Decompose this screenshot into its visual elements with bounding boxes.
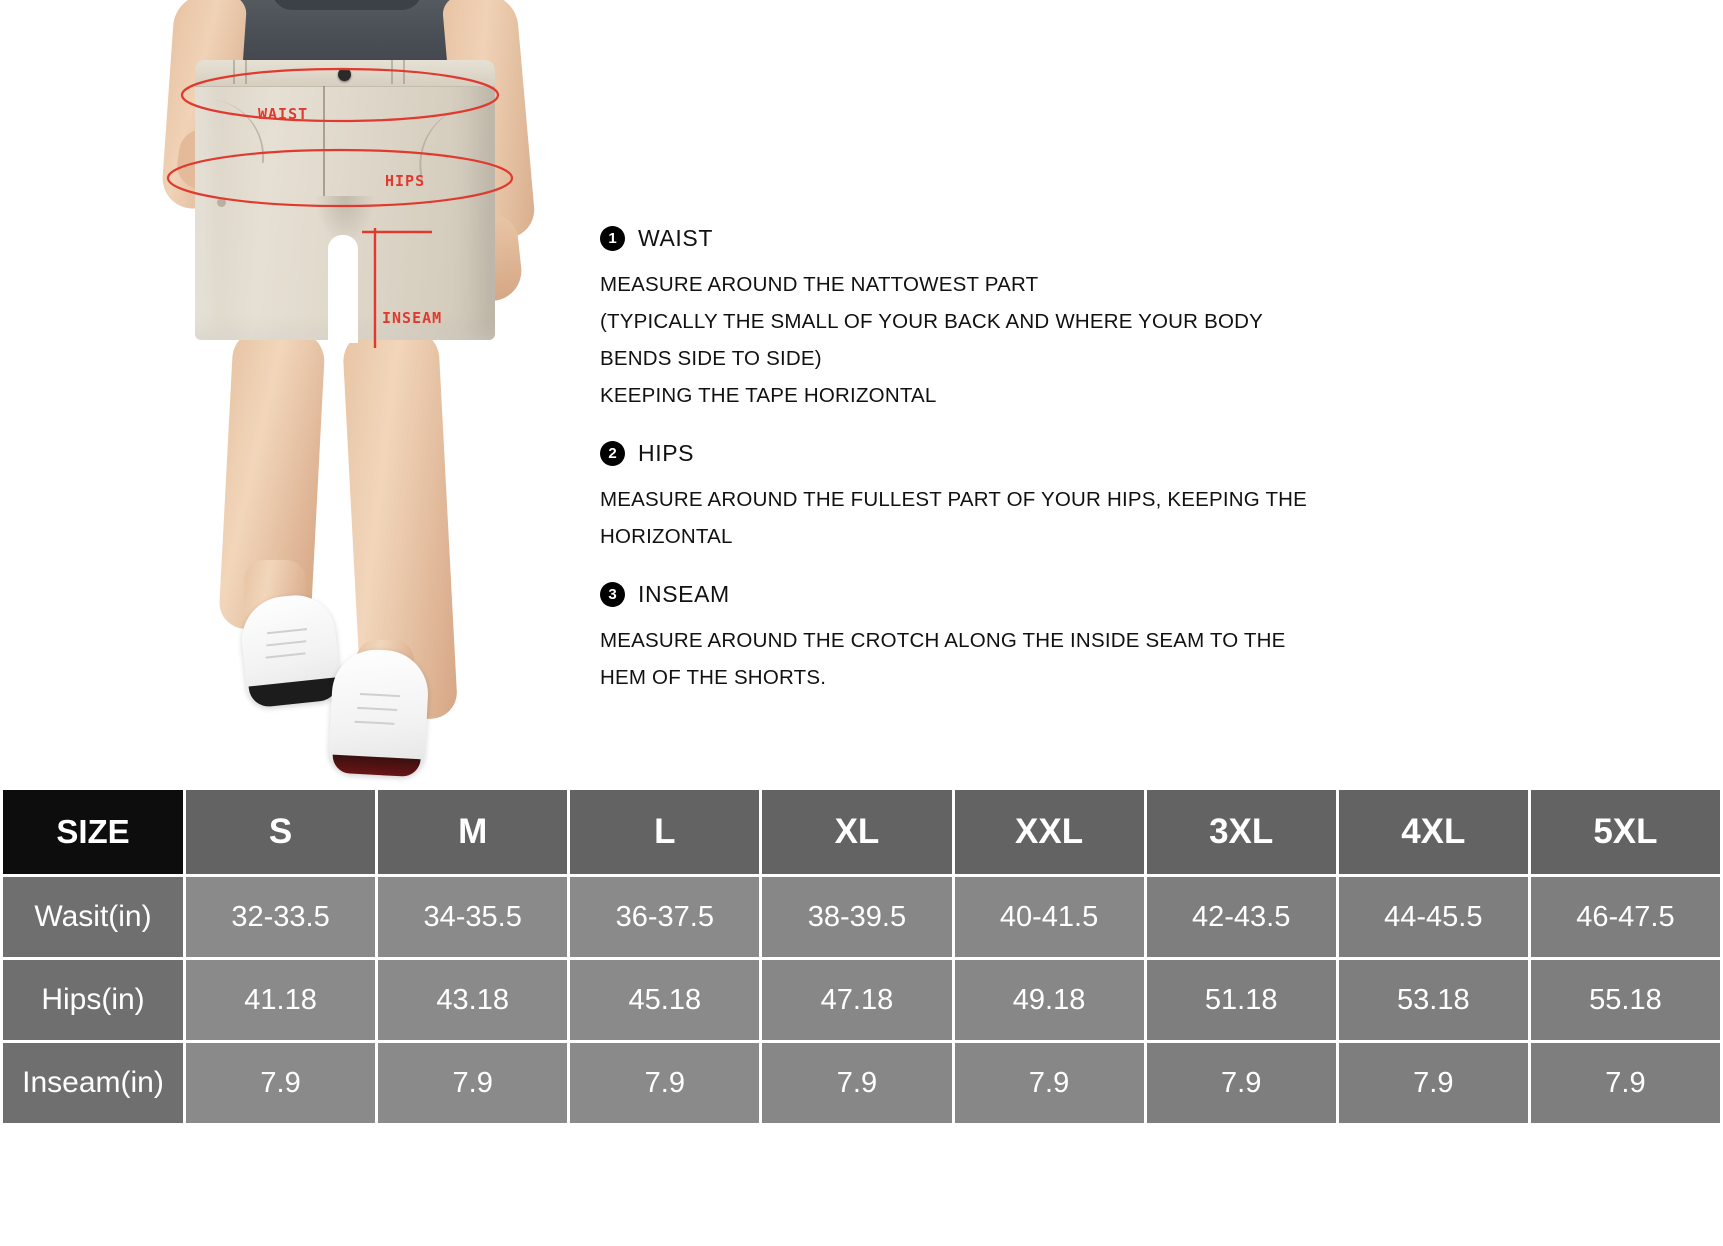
row-label-hips: Hips(in) — [0, 957, 186, 1043]
inseam-photo-label: INSEAM — [382, 309, 443, 327]
instruction-line: BENDS SIDE TO SIDE) — [600, 347, 822, 370]
cell-hips-xl: 47.18 — [759, 957, 955, 1043]
cell-waist-3xl: 42-43.5 — [1143, 874, 1339, 960]
instruction-line: KEEPING THE TAPE HORIZONTAL — [600, 384, 937, 407]
header-size-s: S — [182, 787, 379, 877]
instruction-line: MEASURE AROUND THE CROTCH ALONG THE INSI… — [600, 629, 1286, 652]
cell-waist-m: 34-35.5 — [375, 874, 571, 960]
cell-waist-xl: 38-39.5 — [759, 874, 955, 960]
cell-inseam-3xl: 7.9 — [1143, 1040, 1339, 1126]
cell-waist-l: 36-37.5 — [567, 874, 763, 960]
cell-inseam-l: 7.9 — [567, 1040, 763, 1126]
cell-inseam-s: 7.9 — [182, 1040, 379, 1126]
instruction-line: HORIZONTAL — [600, 525, 733, 548]
cell-waist-xxl: 40-41.5 — [951, 874, 1147, 960]
product-photo: WAIST HIPS INSEAM — [0, 0, 600, 800]
measurement-instructions: 1 WAIST MEASURE AROUND THE NATTOWEST PAR… — [600, 225, 1610, 722]
waist-photo-label: WAIST — [258, 105, 309, 123]
cell-hips-m: 43.18 — [375, 957, 571, 1043]
step-number-badge: 1 — [600, 226, 625, 251]
shorts-side-snap — [217, 198, 226, 207]
cell-hips-5xl: 55.18 — [1527, 957, 1723, 1043]
cell-waist-5xl: 46-47.5 — [1527, 874, 1723, 960]
cell-inseam-m: 7.9 — [375, 1040, 571, 1126]
shorts-fly-seam — [323, 86, 325, 196]
cell-hips-l: 45.18 — [567, 957, 763, 1043]
header-size-xxl: XXL — [951, 787, 1147, 877]
instruction-heading: 2 HIPS — [600, 440, 1610, 467]
instruction-block-inseam: 3 INSEAM MEASURE AROUND THE CROTCH ALONG… — [600, 581, 1610, 696]
header-size-m: M — [375, 787, 571, 877]
instruction-title: HIPS — [638, 440, 695, 466]
cell-hips-xxl: 49.18 — [951, 957, 1147, 1043]
header-size-label: SIZE — [0, 787, 186, 877]
step-number-badge: 3 — [600, 582, 625, 607]
cell-inseam-xxl: 7.9 — [951, 1040, 1147, 1126]
hips-photo-label: HIPS — [385, 172, 426, 190]
size-chart-table: SIZE S M L XL XXL 3XL 4XL 5XL Wasit(in) … — [0, 787, 1723, 1126]
belt-loop — [391, 60, 405, 84]
header-size-4xl: 4XL — [1335, 787, 1531, 877]
instruction-line: MEASURE AROUND THE FULLEST PART OF YOUR … — [600, 488, 1308, 511]
cell-hips-s: 41.18 — [182, 957, 379, 1043]
cell-waist-4xl: 44-45.5 — [1335, 874, 1531, 960]
table-row: Hips(in) 41.18 43.18 45.18 47.18 49.18 5… — [0, 957, 1723, 1043]
instruction-line: HEM OF THE SHORTS. — [600, 666, 827, 689]
shorts-button — [338, 68, 351, 81]
table-header-row: SIZE S M L XL XXL 3XL 4XL 5XL — [0, 787, 1723, 877]
model-right-shoe — [327, 647, 431, 778]
header-size-3xl: 3XL — [1143, 787, 1339, 877]
product-shorts — [195, 60, 495, 343]
cell-inseam-xl: 7.9 — [759, 1040, 955, 1126]
instruction-line: (TYPICALLY THE SMALL OF YOUR BACK AND WH… — [600, 310, 1263, 333]
instruction-block-hips: 2 HIPS MEASURE AROUND THE FULLEST PART O… — [600, 440, 1610, 555]
table-row: Wasit(in) 32-33.5 34-35.5 36-37.5 38-39.… — [0, 874, 1723, 960]
cell-inseam-4xl: 7.9 — [1335, 1040, 1531, 1126]
belt-loop — [233, 60, 247, 84]
row-label-waist: Wasit(in) — [0, 874, 186, 960]
model-torso — [232, 0, 467, 65]
model-left-shoe — [237, 591, 343, 709]
cell-waist-s: 32-33.5 — [182, 874, 379, 960]
instruction-title: WAIST — [638, 225, 713, 251]
row-label-inseam: Inseam(in) — [0, 1040, 186, 1126]
cell-hips-3xl: 51.18 — [1143, 957, 1339, 1043]
instruction-line: MEASURE AROUND THE NATTOWEST PART — [600, 273, 1039, 296]
table-row: Inseam(in) 7.9 7.9 7.9 7.9 7.9 7.9 7.9 7… — [0, 1040, 1723, 1126]
step-number-badge: 2 — [600, 441, 625, 466]
header-size-5xl: 5XL — [1527, 787, 1723, 877]
instruction-heading: 1 WAIST — [600, 225, 1610, 252]
shorts-leg-gap — [328, 235, 358, 343]
instruction-block-waist: 1 WAIST MEASURE AROUND THE NATTOWEST PAR… — [600, 225, 1610, 414]
instruction-heading: 3 INSEAM — [600, 581, 1610, 608]
header-size-l: L — [567, 787, 763, 877]
cell-hips-4xl: 53.18 — [1335, 957, 1531, 1043]
cell-inseam-5xl: 7.9 — [1527, 1040, 1723, 1126]
header-size-xl: XL — [759, 787, 955, 877]
instruction-title: INSEAM — [638, 581, 730, 607]
